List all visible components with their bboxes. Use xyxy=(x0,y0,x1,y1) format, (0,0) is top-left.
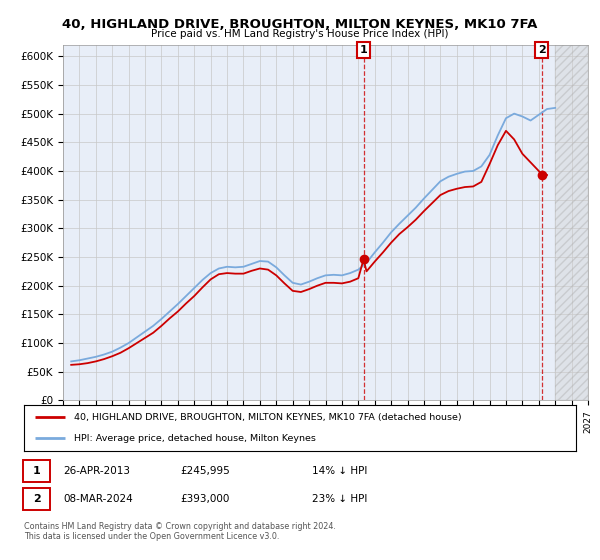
Text: 40, HIGHLAND DRIVE, BROUGHTON, MILTON KEYNES, MK10 7FA (detached house): 40, HIGHLAND DRIVE, BROUGHTON, MILTON KE… xyxy=(74,413,461,422)
Text: Price paid vs. HM Land Registry's House Price Index (HPI): Price paid vs. HM Land Registry's House … xyxy=(151,29,449,39)
Text: £245,995: £245,995 xyxy=(180,466,230,476)
Text: 14% ↓ HPI: 14% ↓ HPI xyxy=(312,466,367,476)
Text: 2: 2 xyxy=(538,45,545,55)
Text: 1: 1 xyxy=(33,466,40,476)
Text: 1: 1 xyxy=(359,45,367,55)
Text: Contains HM Land Registry data © Crown copyright and database right 2024.
This d: Contains HM Land Registry data © Crown c… xyxy=(24,522,336,542)
Bar xyxy=(555,45,588,400)
Text: 23% ↓ HPI: 23% ↓ HPI xyxy=(312,494,367,504)
Text: 08-MAR-2024: 08-MAR-2024 xyxy=(63,494,133,504)
Text: HPI: Average price, detached house, Milton Keynes: HPI: Average price, detached house, Milt… xyxy=(74,434,316,443)
Text: 26-APR-2013: 26-APR-2013 xyxy=(63,466,130,476)
Text: 2: 2 xyxy=(33,494,40,504)
Text: 40, HIGHLAND DRIVE, BROUGHTON, MILTON KEYNES, MK10 7FA: 40, HIGHLAND DRIVE, BROUGHTON, MILTON KE… xyxy=(62,18,538,31)
Text: £393,000: £393,000 xyxy=(180,494,229,504)
